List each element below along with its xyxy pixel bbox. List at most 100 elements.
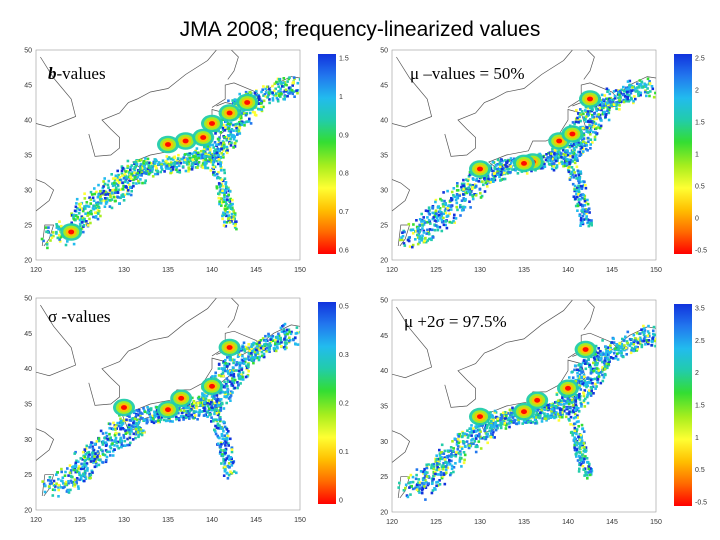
- data-cell: [243, 358, 247, 361]
- data-cell: [549, 159, 553, 163]
- data-cell: [277, 91, 281, 95]
- data-cell: [463, 205, 467, 209]
- data-cell: [285, 342, 288, 345]
- data-cell: [599, 381, 603, 385]
- data-cell: [232, 372, 236, 376]
- data-cell: [247, 358, 251, 362]
- data-cell: [624, 97, 628, 101]
- data-cell: [637, 90, 641, 94]
- data-cell: [195, 406, 198, 410]
- data-cell: [620, 349, 623, 353]
- data-cell: [558, 162, 561, 165]
- data-cell: [585, 130, 588, 133]
- data-cell: [311, 331, 314, 334]
- data-cell: [111, 192, 114, 195]
- data-cell: [155, 406, 159, 409]
- data-cell: [579, 438, 582, 442]
- data-cell: [93, 455, 96, 458]
- data-cell: [537, 414, 540, 418]
- data-cell: [228, 358, 232, 361]
- data-cell: [106, 183, 110, 187]
- data-cell: [129, 186, 132, 189]
- map-data-layer: [392, 300, 656, 501]
- data-cell: [156, 172, 160, 176]
- data-cell: [191, 396, 194, 400]
- data-cell: [579, 194, 582, 198]
- data-cell: [227, 193, 230, 197]
- data-cell: [462, 182, 466, 186]
- y-tick-label: 25: [24, 223, 32, 230]
- data-cell: [646, 77, 650, 81]
- data-cell: [261, 88, 264, 91]
- data-cell: [421, 485, 425, 488]
- data-cell: [126, 166, 129, 169]
- data-cell: [578, 444, 582, 447]
- data-cell: [105, 197, 109, 200]
- data-cell: [424, 209, 428, 212]
- data-cell: [435, 468, 438, 472]
- hotspot: [182, 138, 189, 144]
- data-cell: [80, 217, 83, 220]
- data-cell: [201, 162, 205, 165]
- data-cell: [606, 102, 609, 105]
- data-cell: [164, 419, 168, 423]
- data-cell: [648, 335, 651, 338]
- data-cell: [42, 482, 46, 486]
- data-cell: [583, 457, 586, 461]
- data-cell: [563, 164, 567, 168]
- data-cell: [489, 432, 493, 435]
- data-cell: [121, 174, 124, 177]
- data-cell: [137, 173, 141, 177]
- data-cell: [417, 227, 420, 230]
- data-cell: [101, 461, 105, 464]
- x-tick-label: 135: [162, 267, 174, 274]
- data-cell: [184, 169, 188, 173]
- data-cell: [577, 437, 581, 440]
- data-cell: [496, 173, 499, 176]
- data-cell: [453, 221, 456, 224]
- data-cell: [442, 216, 445, 220]
- data-cell: [110, 173, 113, 176]
- data-cell: [55, 482, 58, 485]
- data-cell: [210, 399, 214, 402]
- data-cell: [568, 400, 571, 404]
- data-cell: [629, 96, 633, 100]
- data-cell: [219, 184, 223, 187]
- data-cell: [460, 188, 464, 192]
- data-cell: [140, 174, 143, 177]
- data-cell: [233, 358, 236, 362]
- coastline: [444, 300, 573, 408]
- data-cell: [57, 477, 60, 481]
- data-cell: [511, 168, 514, 171]
- data-cell: [68, 471, 72, 475]
- data-cell: [154, 165, 157, 168]
- data-cell: [260, 105, 263, 109]
- data-cell: [236, 355, 240, 358]
- data-cell: [79, 475, 83, 479]
- data-cell: [243, 350, 247, 353]
- data-cell: [155, 413, 158, 416]
- data-cell: [233, 386, 237, 390]
- data-cell: [494, 174, 497, 178]
- data-cell: [626, 80, 630, 83]
- data-cell: [192, 400, 196, 403]
- data-cell: [632, 89, 635, 92]
- data-cell: [91, 457, 94, 461]
- y-tick-label: 30: [24, 188, 32, 195]
- data-cell: [220, 147, 223, 151]
- data-cell: [210, 420, 213, 423]
- data-cell: [182, 409, 186, 412]
- data-cell: [226, 356, 229, 359]
- data-cell: [646, 330, 650, 333]
- colorbar-tick-label: 0.9: [339, 132, 349, 139]
- data-cell: [414, 477, 418, 481]
- data-cell: [150, 417, 153, 421]
- data-cell: [595, 132, 599, 135]
- data-cell: [543, 412, 546, 415]
- data-cell: [579, 152, 583, 156]
- data-cell: [217, 158, 221, 161]
- data-cell: [568, 165, 571, 169]
- data-cell: [199, 401, 203, 405]
- data-cell: [222, 374, 225, 378]
- data-cell: [217, 155, 220, 159]
